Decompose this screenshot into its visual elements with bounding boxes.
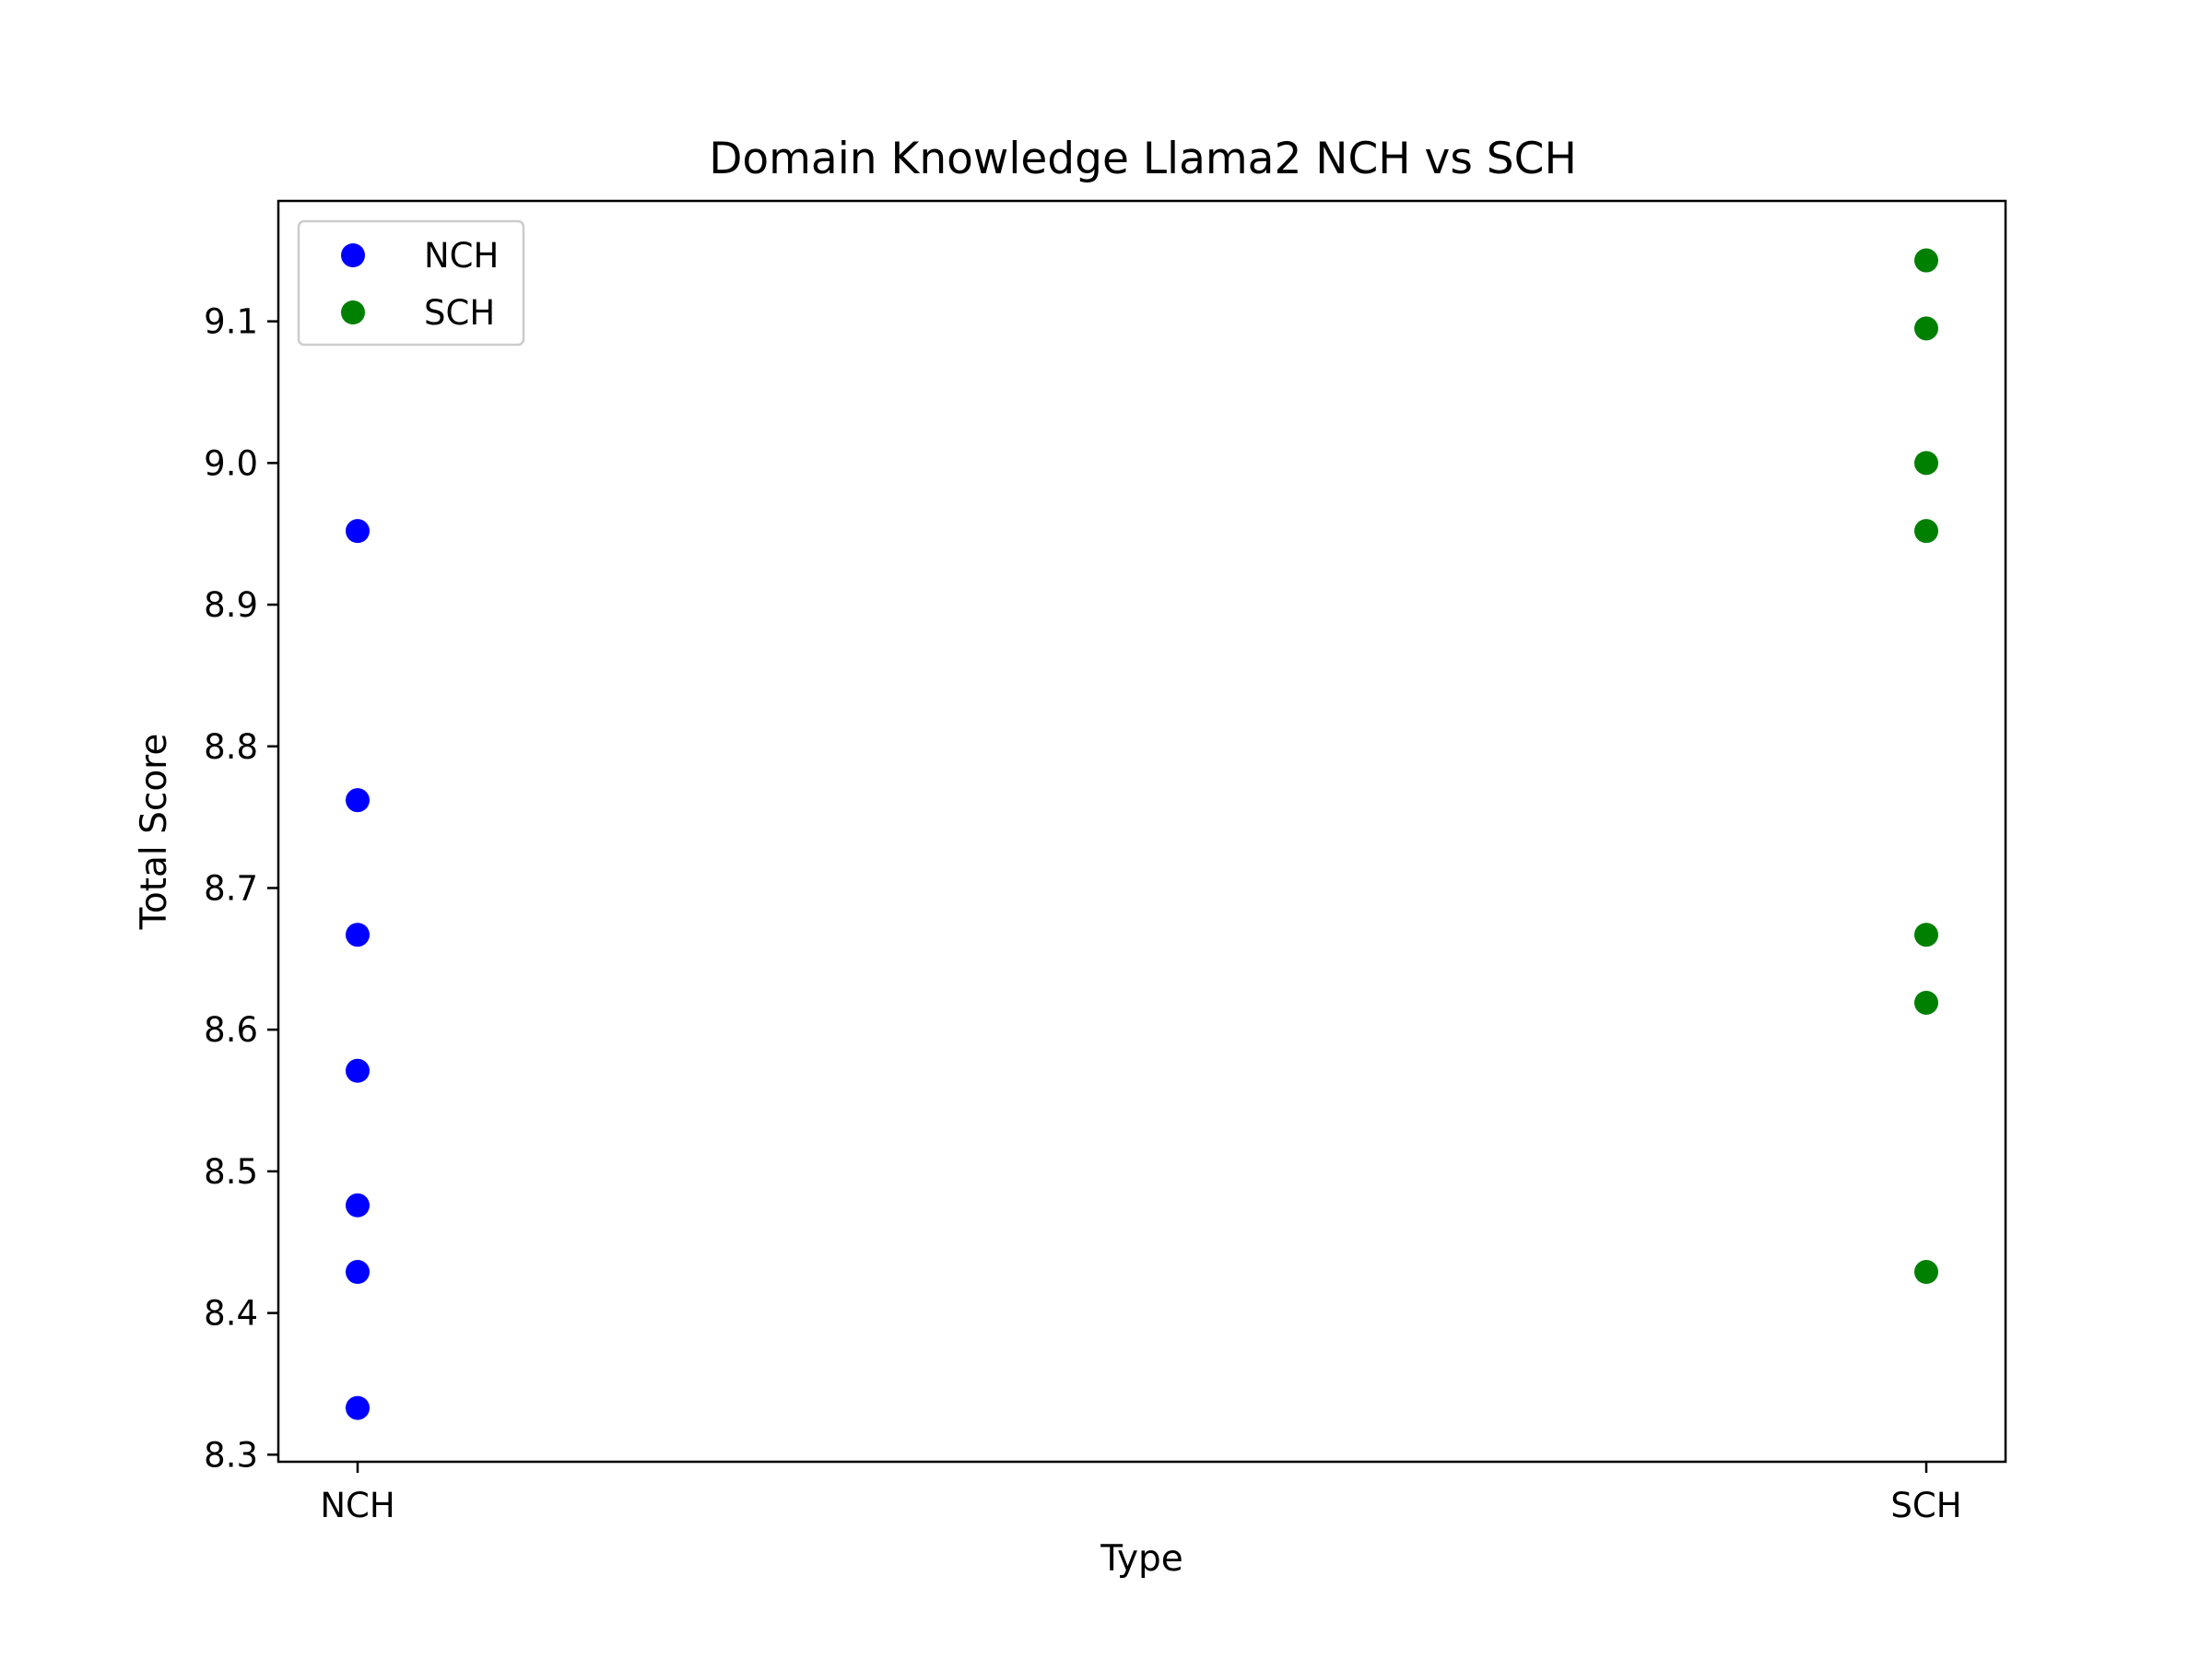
data-point-sch [1914, 519, 1938, 544]
data-point-nch [346, 1260, 370, 1285]
y-tick-label: 9.0 [204, 443, 258, 483]
data-points [346, 248, 1938, 1420]
data-point-nch [346, 923, 370, 947]
data-point-nch [346, 1193, 370, 1218]
y-tick-label: 9.1 [204, 302, 258, 342]
data-point-sch [1914, 990, 1938, 1015]
data-point-sch [1914, 451, 1938, 476]
y-tick-label: 8.7 [204, 868, 258, 908]
y-tick-label: 8.4 [204, 1294, 258, 1334]
legend-label-nch: NCH [424, 236, 499, 276]
data-point-sch [1914, 923, 1938, 947]
y-tick-label: 8.3 [204, 1435, 258, 1475]
axis-ticks: 8.3 8.4 8.5 8.6 8.7 8.8 8.9 9.0 9.1 NCH SCH [204, 302, 1961, 1525]
y-axis-title: Total Score [134, 734, 175, 931]
legend: NCH SCH [297, 219, 525, 347]
plot-area-frame [276, 199, 2007, 1464]
legend-marker-sch [341, 300, 365, 324]
data-point-nch [346, 788, 370, 813]
data-point-sch [1914, 1260, 1938, 1285]
data-point-nch [346, 1395, 370, 1420]
data-point-nch [346, 1058, 370, 1083]
x-axis-title: Type [1100, 1538, 1183, 1580]
y-tick-label: 8.6 [204, 1010, 258, 1050]
y-tick-label: 8.5 [204, 1152, 258, 1192]
data-point-sch [1914, 316, 1938, 341]
data-point-sch [1914, 248, 1938, 273]
data-point-nch [346, 519, 370, 544]
x-tick-label: NCH [320, 1486, 394, 1525]
y-tick-label: 8.8 [204, 727, 258, 767]
x-tick-label: SCH [1890, 1486, 1961, 1525]
legend-marker-nch [341, 243, 365, 267]
y-tick-label: 8.9 [204, 585, 258, 625]
legend-label-sch: SCH [424, 293, 495, 333]
chart-title: Domain Knowledge Llama2 NCH vs SCH [709, 134, 1577, 184]
